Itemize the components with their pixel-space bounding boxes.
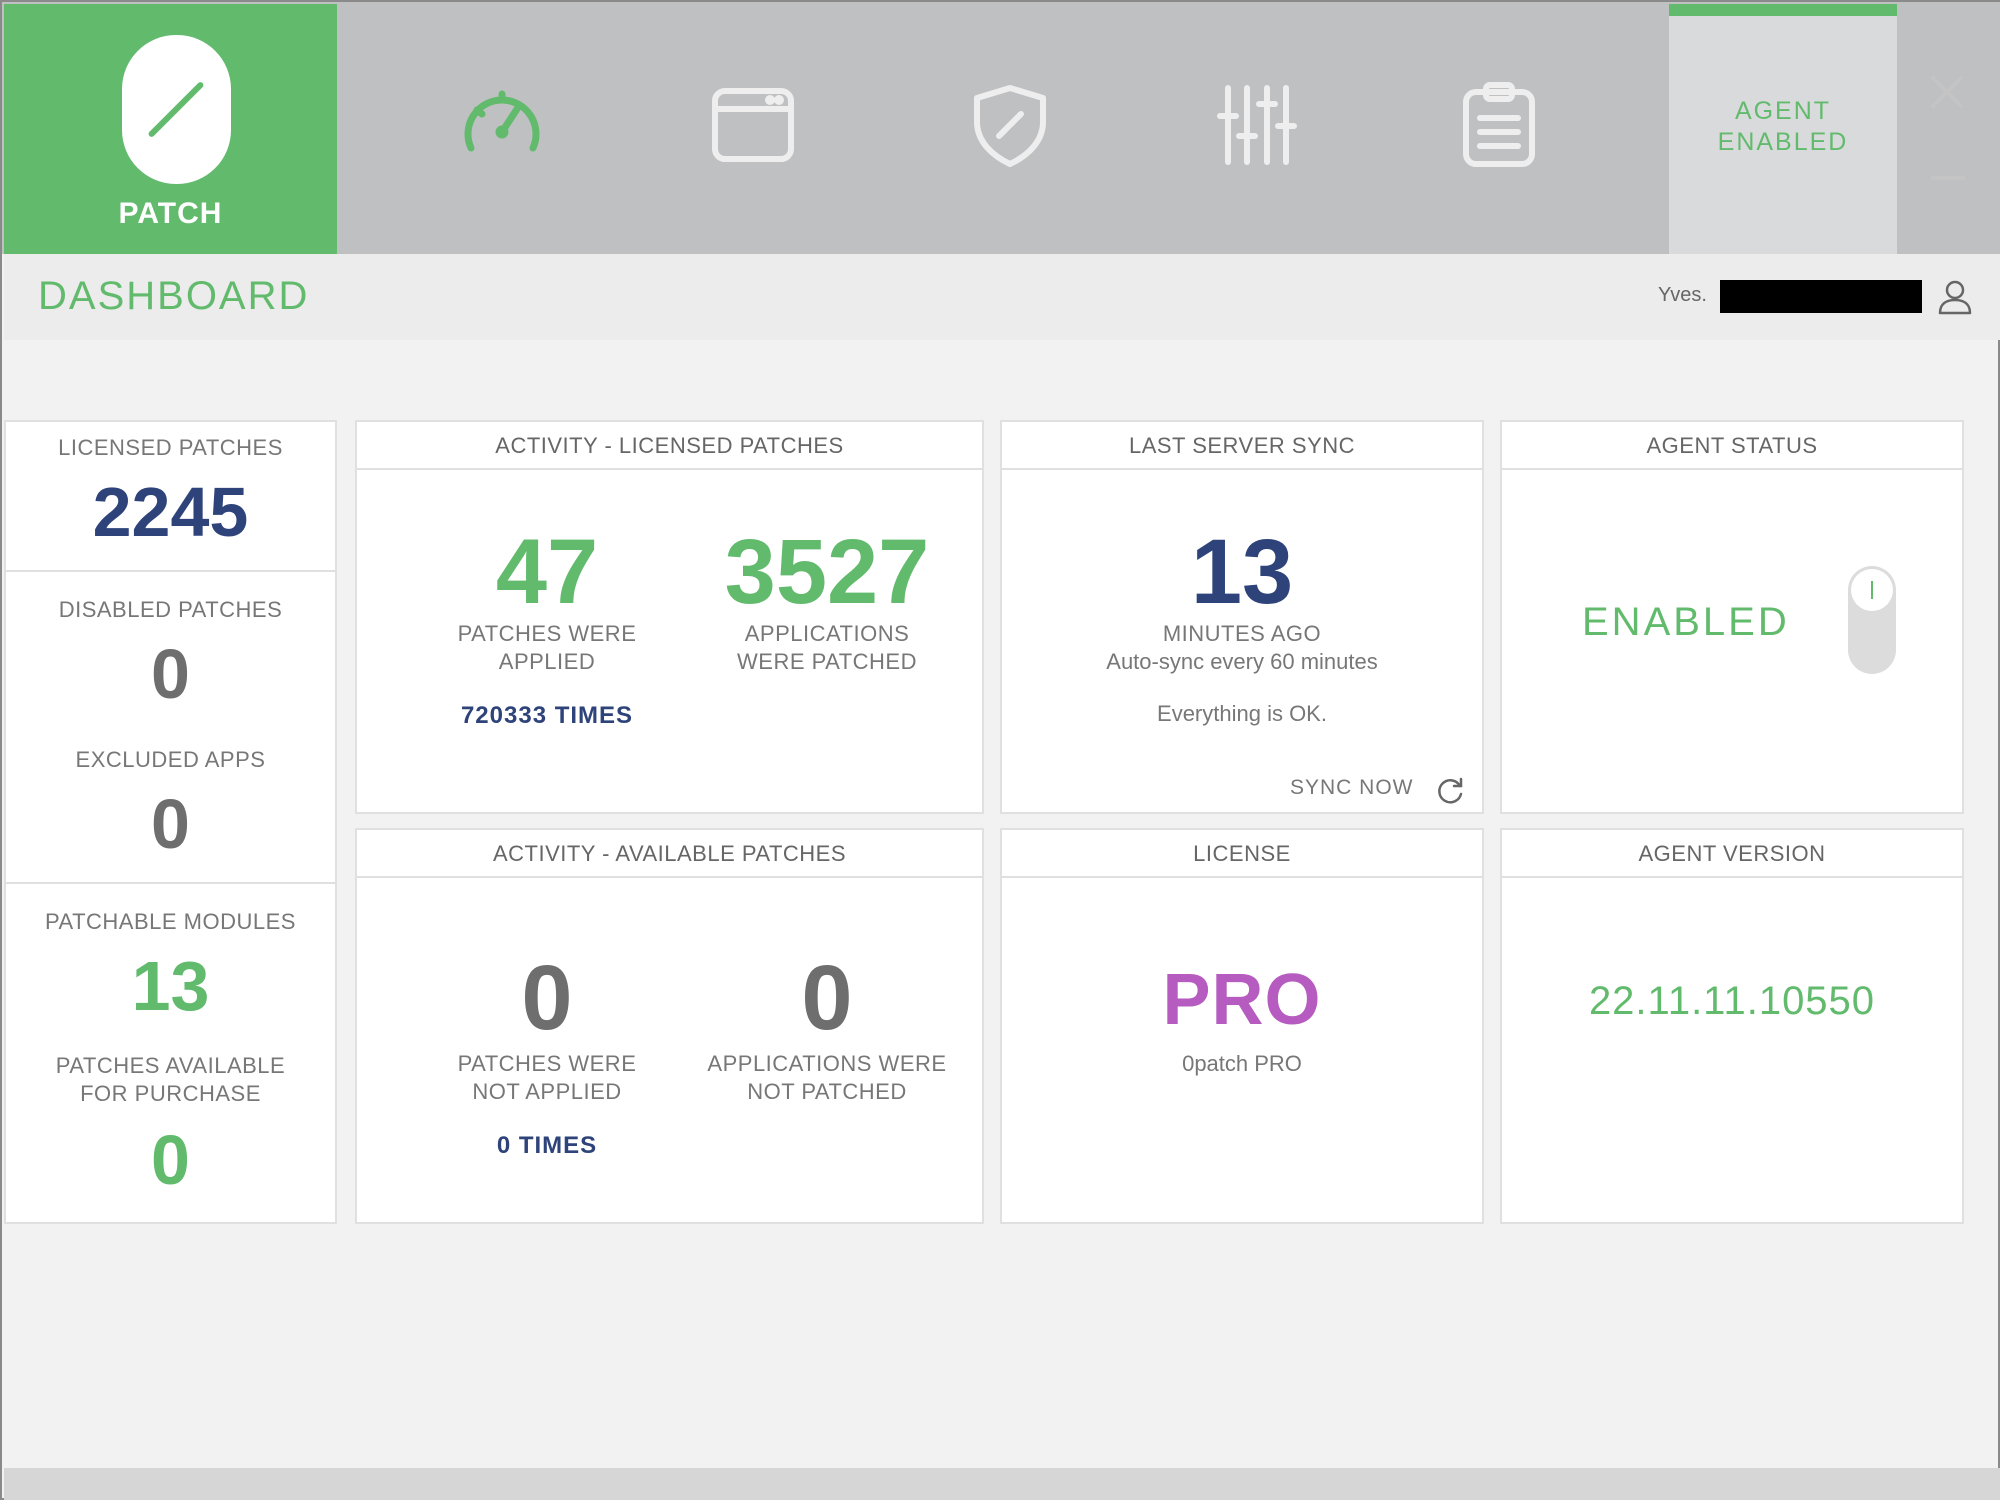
patch-summary-column: LICENSED PATCHES 2245 DISABLED PATCHES 0…	[4, 420, 337, 1224]
activity-licensed-panel: ACTIVITY - LICENSED PATCHES 47 PATCHES W…	[355, 420, 984, 814]
sync-status-text: Everything is OK.	[1157, 701, 1327, 726]
panel-title: AGENT VERSION	[1502, 830, 1962, 878]
purchase-patches-label-2: FOR PURCHASE	[80, 1081, 261, 1106]
logs-clipboard-icon[interactable]	[1454, 80, 1544, 170]
applications-not-patched-value: 0	[801, 947, 853, 1049]
patch-logo-slash	[147, 80, 205, 139]
divider	[6, 882, 335, 884]
panel-title: LAST SERVER SYNC	[1002, 422, 1482, 470]
dashboard-gauge-icon[interactable]	[457, 80, 547, 170]
sync-minutes-value: 13	[1190, 521, 1294, 623]
redacted-user-surname	[1720, 280, 1922, 313]
applications-window-icon[interactable]	[708, 80, 798, 170]
sync-minutes-label: MINUTES AGO	[1162, 621, 1322, 646]
agent-status-panel: AGENT STATUS ENABLED	[1500, 420, 1964, 814]
patches-not-applied-label-2: NOT APPLIED	[472, 1079, 622, 1104]
patch-logo-pill	[122, 35, 231, 184]
patches-applied-label-2: APPLIED	[498, 649, 596, 674]
purchase-patches-label-1: PATCHES AVAILABLE	[55, 1053, 286, 1078]
panel-title: LICENSE	[1002, 830, 1482, 878]
last-server-sync-panel: LAST SERVER SYNC 13 MINUTES AGO Auto-syn…	[1000, 420, 1484, 814]
patches-not-applied-label-1: PATCHES WERE	[457, 1051, 637, 1076]
auto-sync-text: Auto-sync every 60 minutes	[1106, 649, 1378, 674]
purchase-patches-value: 0	[151, 1121, 190, 1199]
patchable-modules-value: 13	[131, 947, 210, 1025]
agent-tab-line-1: AGENT	[1734, 97, 1832, 125]
minimize-icon[interactable]	[1931, 176, 1965, 180]
power-on-indicator-icon	[1871, 581, 1873, 599]
agent-tab-label: AGENT ENABLED	[1669, 96, 1897, 158]
patchable-modules-label: PATCHABLE MODULES	[45, 909, 296, 934]
top-navigation-bar: PATCH	[2, 2, 2000, 254]
refresh-icon[interactable]	[1434, 774, 1466, 806]
page-title: DASHBOARD	[38, 274, 310, 318]
agent-status-tab[interactable]: AGENT ENABLED	[1669, 4, 1897, 254]
license-panel: LICENSE PRO 0patch PRO	[1000, 828, 1484, 1224]
applications-patched-label-2: WERE PATCHED	[737, 649, 917, 674]
applications-not-patched-label-1: APPLICATIONS WERE	[707, 1051, 947, 1076]
agent-version-panel: AGENT VERSION 22.11.11.10550	[1500, 828, 1964, 1224]
divider	[6, 570, 335, 572]
applications-patched-label-1: APPLICATIONS	[744, 621, 910, 646]
excluded-apps-label: EXCLUDED APPS	[75, 747, 266, 772]
activity-available-panel: ACTIVITY - AVAILABLE PATCHES 0 PATCHES W…	[355, 828, 984, 1224]
applications-patched-value: 3527	[724, 521, 930, 623]
panel-title: ACTIVITY - AVAILABLE PATCHES	[357, 830, 982, 878]
disabled-patches-label: DISABLED PATCHES	[58, 597, 283, 622]
security-shield-icon[interactable]	[965, 80, 1055, 170]
patches-applied-times: 720333 TIMES	[460, 702, 634, 729]
licensed-patches-value: 2245	[92, 473, 249, 551]
user-name: Yves.	[1658, 284, 1707, 306]
patches-applied-label-1: PATCHES WERE	[457, 621, 637, 646]
applications-not-patched-label-2: NOT PATCHED	[747, 1079, 907, 1104]
patches-not-applied-times: 0 TIMES	[496, 1132, 598, 1159]
sync-now-button[interactable]: SYNC NOW	[1290, 776, 1414, 799]
agent-status-value: ENABLED	[1582, 600, 1790, 644]
bottom-status-bar	[4, 1468, 2000, 1500]
agent-tab-indicator	[1669, 4, 1897, 16]
license-tier: PRO	[1162, 960, 1322, 1040]
panel-title: ACTIVITY - LICENSED PATCHES	[357, 422, 982, 470]
panel-title: AGENT STATUS	[1502, 422, 1962, 470]
patch-logo-label: PATCH	[118, 197, 223, 230]
close-icon[interactable]	[1927, 72, 1967, 112]
page-header: DASHBOARD Yves.	[4, 254, 2000, 340]
agent-tab-line-2: ENABLED	[1717, 128, 1849, 156]
patches-applied-value: 47	[495, 521, 599, 623]
excluded-apps-value: 0	[151, 785, 190, 863]
toggle-knob	[1851, 569, 1893, 611]
settings-sliders-icon[interactable]	[1212, 80, 1302, 170]
agent-version-value: 22.11.11.10550	[1588, 979, 1876, 1023]
licensed-patches-label: LICENSED PATCHES	[58, 435, 283, 460]
agent-toggle-switch[interactable]	[1848, 566, 1896, 674]
patches-not-applied-value: 0	[521, 947, 573, 1049]
disabled-patches-value: 0	[151, 635, 190, 713]
license-product: 0patch PRO	[1182, 1051, 1302, 1076]
patch-logo[interactable]: PATCH	[4, 4, 337, 254]
user-account-icon[interactable]	[1936, 278, 1974, 316]
